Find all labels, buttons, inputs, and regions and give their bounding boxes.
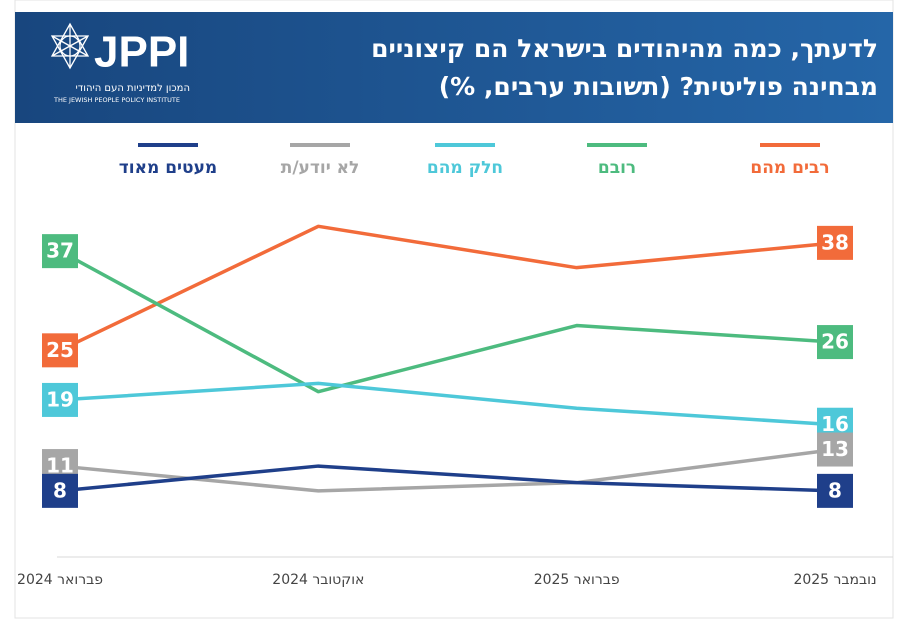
series-line (59, 381, 836, 427)
data-label-box (42, 382, 78, 417)
chart-title: לדעתך, כמה מהיהודים בישראל הם קיצוניים (371, 34, 878, 63)
legend-label: רובם (598, 158, 636, 178)
x-tick-label: נובמבר 2025 (793, 572, 876, 588)
data-label: 8 (53, 478, 67, 502)
data-label-box (42, 234, 78, 269)
x-tick-label: פברואר 2024 (17, 572, 103, 588)
data-label: 16 (821, 412, 849, 436)
chart-title: מבחינה פוליטית? (תשובות ערבים, %) (439, 72, 878, 101)
x-tick-label: אוקטובר 2024 (272, 572, 364, 588)
series-line (59, 224, 836, 352)
data-label: 26 (821, 330, 849, 354)
logo-hebrew: המכון למדיניות העם היהודי (76, 83, 190, 94)
data-label: 13 (821, 437, 849, 461)
data-label: 19 (46, 387, 74, 411)
legend-label: מעטים מאוד (119, 158, 217, 178)
header-band (15, 12, 893, 123)
legend-label: לא יודע/ת (281, 158, 360, 178)
logo-mark (50, 22, 90, 70)
logo-name: JPPI (94, 28, 189, 77)
data-label: 11 (46, 454, 74, 478)
series-line (59, 464, 836, 493)
data-label-box (817, 325, 853, 360)
legend-label: רבים מהם (750, 158, 829, 178)
legend-label: חלק מהם (427, 158, 503, 178)
data-label: 8 (828, 478, 842, 502)
data-label-box (817, 225, 853, 260)
logo-english: THE JEWISH PEOPLE POLICY INSTITUTE (53, 96, 180, 104)
data-label: 38 (821, 230, 849, 254)
data-label-box (817, 432, 853, 467)
series-line (59, 249, 836, 394)
data-label-box (42, 333, 78, 368)
data-label-box (817, 473, 853, 508)
data-label: 37 (46, 239, 74, 263)
x-tick-label: פברואר 2025 (534, 572, 620, 588)
data-label-box (42, 473, 78, 508)
data-label: 25 (46, 338, 74, 362)
